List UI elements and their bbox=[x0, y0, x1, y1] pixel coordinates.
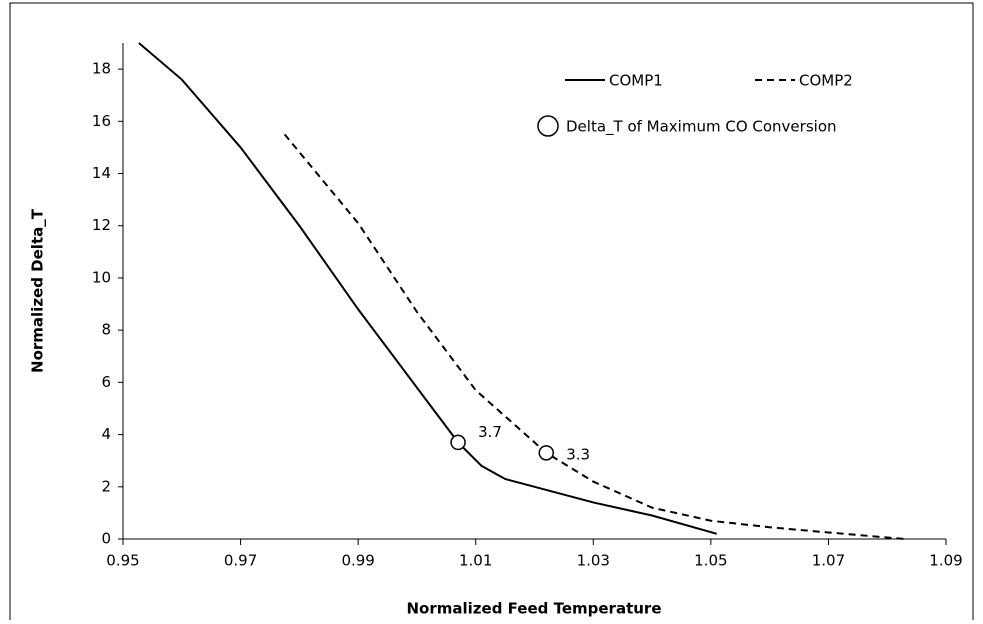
x-axis-title: Normalized Feed Temperature bbox=[407, 600, 662, 618]
y-tick-label: 0 bbox=[101, 530, 111, 548]
y-tick-label: 14 bbox=[92, 164, 111, 182]
legend-label: COMP2 bbox=[799, 72, 853, 90]
series-line bbox=[138, 42, 718, 535]
series-line bbox=[283, 133, 905, 540]
legend-label: COMP1 bbox=[609, 72, 663, 90]
x-tick-label: 1.07 bbox=[812, 552, 845, 570]
y-tick-label: 6 bbox=[101, 373, 111, 391]
y-tick-label: 10 bbox=[92, 268, 111, 286]
x-tick-label: 0.97 bbox=[224, 552, 257, 570]
legend-marker bbox=[537, 115, 559, 137]
y-tick-label: 8 bbox=[101, 321, 111, 339]
data-label: 3.3 bbox=[566, 445, 590, 463]
marker bbox=[450, 434, 466, 451]
y-tick-label: 4 bbox=[101, 425, 111, 443]
x-tick-label: 1.09 bbox=[929, 552, 962, 570]
x-tick-label: 1.05 bbox=[694, 552, 727, 570]
frame bbox=[9, 2, 974, 624]
marker bbox=[538, 445, 555, 461]
x-tick-label: 1.01 bbox=[459, 552, 492, 570]
y-tick-label: 16 bbox=[92, 112, 111, 130]
x-tick-label: 0.99 bbox=[341, 552, 374, 570]
x-tick-label: 0.95 bbox=[106, 552, 139, 570]
y-tick-label: 2 bbox=[101, 477, 111, 495]
y-tick-label: 12 bbox=[92, 216, 111, 234]
data-label: 3.7 bbox=[478, 423, 502, 441]
y-tick-label: 18 bbox=[92, 60, 111, 78]
y-axis-title: Normalized Delta_T bbox=[29, 208, 47, 373]
x-tick-label: 1.03 bbox=[577, 552, 610, 570]
legend-label: Delta_T of Maximum CO Conversion bbox=[566, 118, 837, 137]
